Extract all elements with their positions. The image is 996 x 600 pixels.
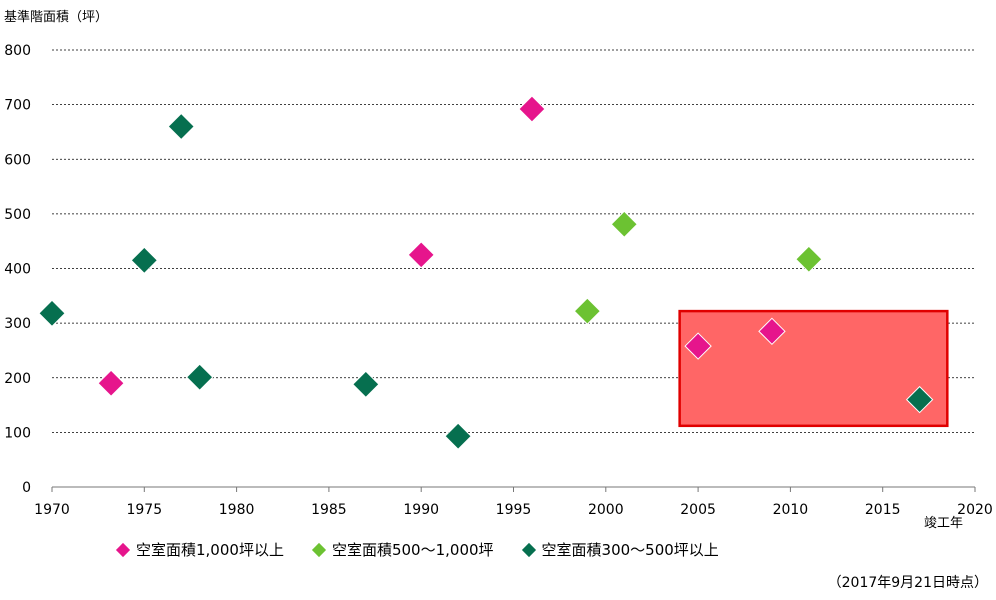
legend-label: 空室面積1,000坪以上 [136, 541, 284, 559]
x-tick-label: 1975 [126, 502, 162, 518]
data-points [38, 95, 934, 450]
x-tick-label: 2000 [588, 502, 624, 518]
data-point-series-2 [905, 385, 934, 414]
y-tick-label: 500 [4, 207, 31, 223]
x-tick-label: 2010 [773, 502, 809, 518]
axes [51, 486, 976, 492]
legend-label: 空室面積300～500坪以上 [541, 541, 719, 559]
data-point-series-0 [407, 241, 435, 269]
data-point-series-0 [758, 317, 786, 346]
x-tick-label: 1980 [219, 502, 255, 518]
legend-swatch-magenta [115, 542, 131, 557]
y-tick-label: 0 [22, 480, 31, 496]
legend-item-500-1000: 空室面積500～1,000坪 [311, 539, 494, 560]
y-tick-label: 200 [4, 371, 31, 387]
x-tick-label: 2020 [957, 502, 993, 518]
x-tick-label: 1995 [496, 502, 532, 518]
data-point-series-2 [352, 370, 380, 399]
data-point-series-2 [167, 112, 195, 141]
x-tick-label: 2005 [680, 502, 716, 518]
y-tick-label: 600 [4, 152, 31, 168]
date-note: （2017年9月21日時点） [827, 575, 988, 591]
y-tick-label: 800 [4, 43, 31, 59]
highlight-region [678, 309, 949, 428]
x-tick-label: 1990 [403, 502, 439, 518]
legend: 空室面積1,000坪以上 空室面積500～1,000坪 空室面積300～500坪… [115, 539, 719, 560]
legend-swatch-green [311, 542, 327, 557]
data-point-series-1 [610, 210, 638, 238]
x-tick-label: 2015 [865, 502, 901, 518]
legend-label: 空室面積500～1,000坪 [331, 541, 494, 559]
y-tick-label: 400 [4, 262, 31, 278]
data-point-series-0 [684, 332, 712, 360]
y-tick-label: 300 [4, 316, 31, 332]
y-axis-title: 基準階面積（坪） [4, 10, 109, 25]
data-point-series-0 [518, 95, 546, 123]
data-point-series-2 [444, 422, 472, 450]
legend-item-300-500: 空室面積300～500坪以上 [521, 539, 719, 560]
x-tick-label: 1970 [34, 502, 70, 518]
highlight-box [678, 309, 949, 428]
legend-swatch-darkgreen [521, 542, 536, 557]
y-tick-label: 700 [4, 98, 31, 114]
legend-item-over-1000: 空室面積1,000坪以上 [115, 539, 284, 560]
data-point-series-1 [573, 297, 602, 325]
data-point-series-2 [185, 363, 214, 391]
data-point-series-2 [38, 299, 66, 327]
x-tick-label: 1985 [311, 502, 347, 518]
data-point-series-1 [795, 245, 823, 273]
tick-labels: 1970 1975 1980 1985 1990 1995 2000 2005 2010 2015… [4, 43, 993, 518]
data-point-series-2 [130, 246, 159, 275]
x-axis-title: 竣工年 [924, 516, 964, 531]
y-tick-label: 100 [4, 425, 31, 441]
data-point-series-0 [97, 369, 125, 397]
